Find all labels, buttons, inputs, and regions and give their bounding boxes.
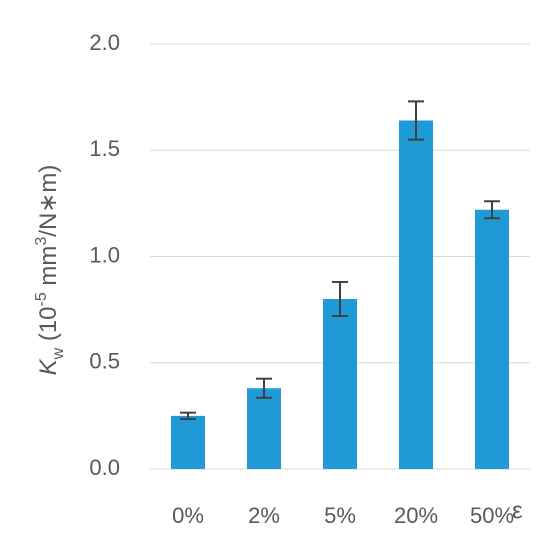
bar bbox=[475, 209, 509, 469]
x-tick-label: 0% bbox=[172, 503, 204, 528]
x-tick-label: 2% bbox=[248, 503, 280, 528]
y-axis-label-part: -5 bbox=[33, 292, 50, 306]
y-axis-label-part: 3 bbox=[33, 237, 50, 246]
y-axis-label: Kw (10-5 mm3/N∗m) bbox=[33, 165, 67, 376]
y-tick-label: 0.5 bbox=[89, 349, 120, 374]
y-tick-label: 1.0 bbox=[89, 242, 120, 267]
y-axis-label-part: /N∗m) bbox=[35, 165, 62, 237]
error-bar bbox=[180, 411, 196, 421]
y-axis-label-part: mm bbox=[35, 246, 62, 293]
y-tick-label: 1.5 bbox=[89, 136, 120, 161]
x-tick-label: 20% bbox=[394, 503, 438, 528]
bar bbox=[399, 120, 433, 469]
y-axis-label-part: K bbox=[35, 358, 62, 375]
x-tick-label: 50% bbox=[470, 503, 514, 528]
error-bar bbox=[484, 200, 500, 220]
bar bbox=[247, 388, 281, 469]
bar bbox=[171, 415, 205, 469]
error-bar bbox=[408, 100, 424, 141]
y-tick-label: 0.0 bbox=[89, 455, 120, 480]
error-bar bbox=[256, 377, 272, 399]
y-axis-label-part: (10 bbox=[35, 306, 62, 347]
y-tick-label: 2.0 bbox=[89, 30, 120, 55]
y-axis-label-part: w bbox=[50, 347, 67, 360]
bar bbox=[323, 299, 357, 469]
x-tick-label: 5% bbox=[324, 503, 356, 528]
x-axis-label: ε bbox=[512, 497, 523, 524]
error-bar bbox=[332, 281, 348, 317]
